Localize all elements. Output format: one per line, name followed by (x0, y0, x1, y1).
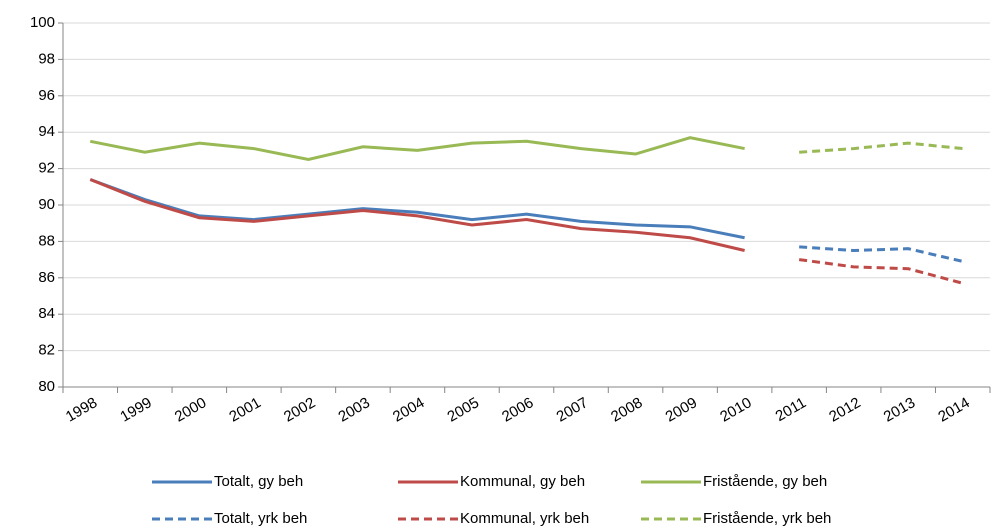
series-line (799, 245, 964, 263)
x-tick-label: 2007 (554, 394, 591, 425)
x-tick-label: 1998 (63, 394, 100, 425)
legend-label: Kommunal, yrk beh (460, 510, 589, 527)
legend-label: Fristående, yrk beh (703, 510, 831, 527)
y-tick-label: 88 (38, 232, 55, 249)
legend-label: Kommunal, gy beh (460, 473, 585, 490)
series-line (799, 141, 963, 154)
x-tick-label: 2005 (445, 394, 482, 425)
x-tick-label: 2003 (335, 394, 372, 425)
y-tick-label: 80 (38, 378, 55, 395)
y-tick-label: 96 (38, 87, 55, 104)
x-tick-label: 2009 (663, 394, 700, 425)
series-line (798, 258, 964, 285)
x-tick-label: 2012 (826, 394, 863, 425)
x-tick-label: 2011 (773, 394, 809, 425)
y-tick-label: 90 (38, 196, 55, 213)
y-tick-label: 86 (38, 269, 55, 286)
x-tick-label: 2013 (881, 394, 918, 425)
y-tick-label: 92 (38, 160, 55, 177)
legend-label: Fristående, gy beh (703, 473, 827, 490)
x-tick-label: 1999 (117, 394, 154, 425)
y-tick-label: 100 (30, 14, 55, 31)
series-line (89, 178, 745, 240)
x-tick-label: 2008 (608, 394, 645, 425)
x-tick-label: 2001 (226, 394, 263, 425)
series-line (89, 136, 745, 162)
x-tick-label: 2000 (172, 394, 209, 425)
x-tick-label: 2006 (499, 394, 536, 425)
x-tick-label: 2014 (935, 394, 972, 425)
x-tick-label: 2010 (717, 394, 754, 425)
y-tick-label: 82 (38, 342, 55, 359)
x-tick-label: 2002 (281, 394, 318, 425)
legend-label: Totalt, yrk beh (214, 510, 307, 527)
legend-label: Totalt, gy beh (214, 473, 303, 490)
y-tick-label: 98 (38, 50, 55, 67)
y-tick-label: 84 (38, 305, 55, 322)
series-line (89, 178, 745, 252)
x-tick-label: 2004 (390, 394, 427, 425)
y-tick-label: 94 (38, 123, 55, 140)
